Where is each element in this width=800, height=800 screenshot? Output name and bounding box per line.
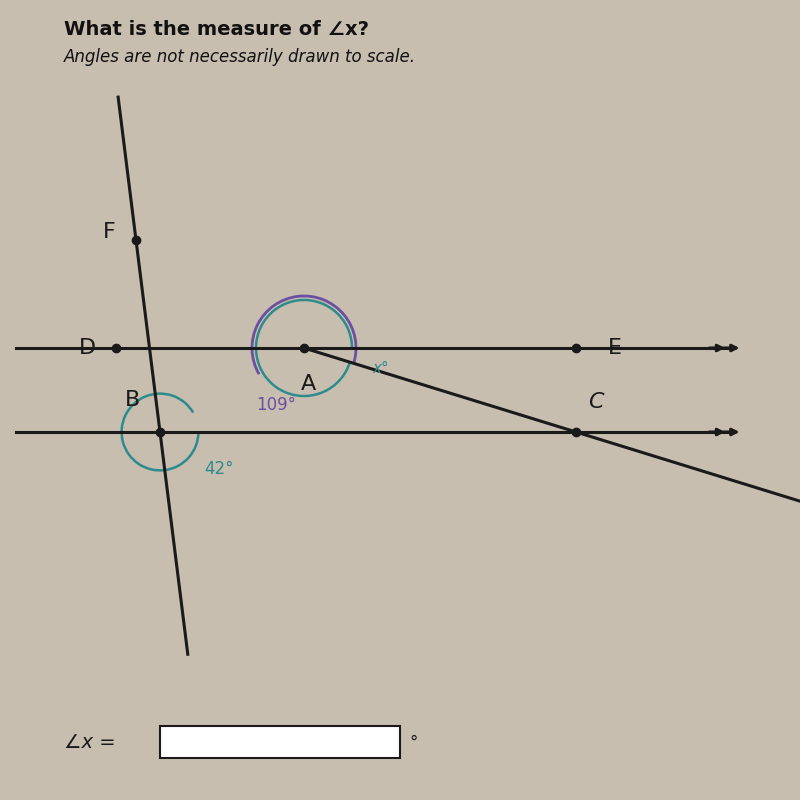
- Text: 42°: 42°: [204, 460, 234, 478]
- Text: What is the measure of ∠x?: What is the measure of ∠x?: [64, 20, 369, 39]
- Text: B: B: [125, 390, 140, 410]
- Text: ∠x =: ∠x =: [64, 733, 116, 752]
- Text: E: E: [608, 338, 622, 358]
- Text: D: D: [79, 338, 96, 358]
- Text: Angles are not necessarily drawn to scale.: Angles are not necessarily drawn to scal…: [64, 48, 416, 66]
- Text: °: °: [410, 734, 418, 751]
- Text: 109°: 109°: [256, 396, 296, 414]
- Text: C: C: [588, 392, 603, 412]
- Text: x°: x°: [372, 361, 389, 375]
- Bar: [160, 726, 400, 758]
- Text: A: A: [300, 374, 316, 394]
- Text: F: F: [103, 222, 116, 242]
